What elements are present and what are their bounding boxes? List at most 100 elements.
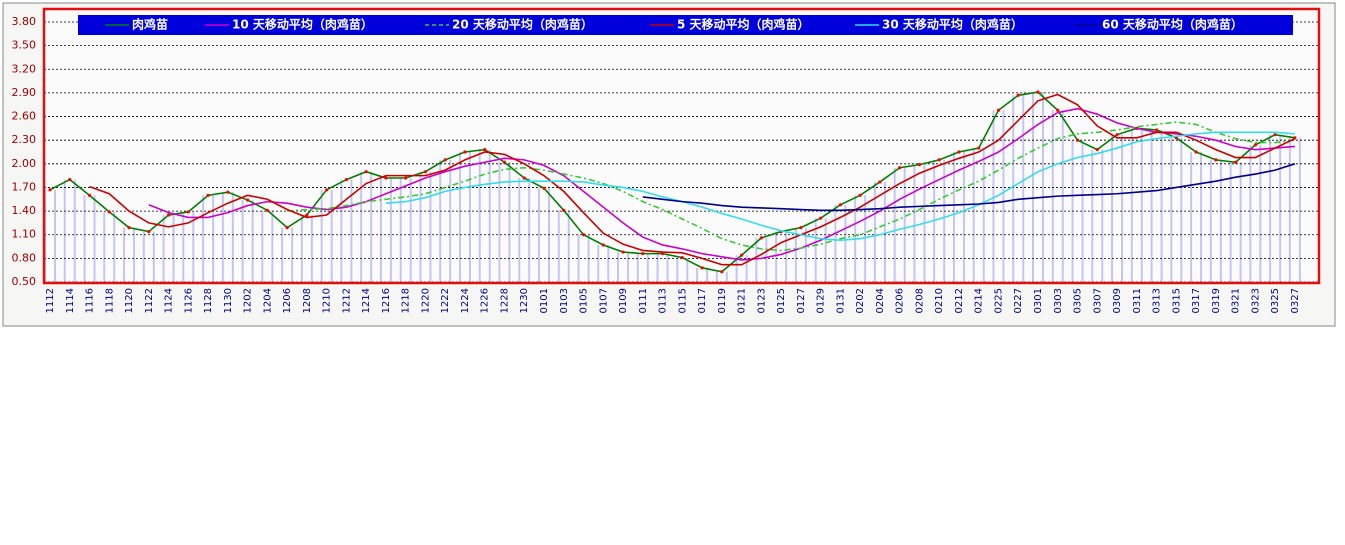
legend-box [78,15,1293,35]
series-line [148,107,1295,261]
price-bar [686,257,689,282]
price-bar [785,231,788,282]
price-bar [1219,159,1222,282]
price-bar [478,149,481,282]
point-marker [404,176,408,180]
price-bar [370,171,373,282]
legend-label: 10 天移动平均（肉鸡苗） [232,17,373,32]
point-marker [799,226,803,230]
point-marker [581,233,586,237]
price-bar [488,149,491,282]
point-marker [917,163,922,167]
price-bar [231,192,234,282]
price-bar [1259,144,1262,282]
price-bar [577,234,580,282]
price-bar [755,237,758,282]
price-bar [844,204,847,282]
price-bar [1279,134,1282,282]
point-marker [957,150,961,154]
x-tick-label: 0204 [875,288,886,313]
price-bar [63,179,66,282]
price-bar [389,178,392,282]
price-bar [1160,129,1163,282]
price-bar [458,152,461,282]
price-bar [1229,162,1232,282]
x-tick-label: 0319 [1211,288,1222,313]
point-marker [423,170,428,174]
price-bar [1091,149,1094,282]
price-bar [1121,134,1124,282]
point-marker [246,198,250,202]
price-bar [1140,128,1143,282]
point-marker [680,255,684,260]
price-bar [903,167,906,282]
price-bar [518,178,521,282]
price-bar [735,255,738,282]
point-marker [1016,93,1020,97]
x-tick-label: 1202 [243,288,254,313]
y-tick-label: 1.70 [12,180,37,193]
price-bar [281,227,284,282]
price-bar [1042,92,1044,282]
point-marker [1115,133,1119,137]
y-tick-label: 1.40 [12,204,37,217]
x-tick-label: 0111 [638,288,649,313]
price-bar [943,159,946,282]
x-tick-label: 1210 [322,288,333,313]
legend-label: 60 天移动平均（肉鸡苗） [1102,17,1243,32]
y-tick-label: 2.30 [12,133,37,146]
x-tick-label: 0212 [954,288,965,313]
y-tick-label: 3.50 [12,39,37,52]
x-tick-label: 0227 [1013,288,1024,313]
x-tick-label: 1208 [302,288,313,313]
point-marker [1056,108,1060,112]
price-bar [419,171,422,282]
series-line [385,131,1295,242]
legend-label: 20 天移动平均（肉鸡苗） [452,17,593,32]
x-tick-label: 0131 [835,288,846,313]
price-bar [291,227,294,282]
x-tick-label: 0105 [579,288,590,313]
x-tick-label: 1224 [460,288,471,313]
price-bar [617,252,620,282]
point-marker [522,176,526,180]
x-tick-label: 1130 [223,288,234,313]
price-bar [1081,140,1084,282]
x-tick-label: 0208 [914,288,925,313]
x-tick-label: 1118 [104,288,115,313]
x-tick-label: 1214 [361,288,372,313]
point-marker [68,177,72,182]
price-bar [864,195,867,282]
price-bar [597,244,600,282]
price-bar [794,227,797,282]
price-bar [142,231,145,282]
x-tick-label: 0103 [559,288,570,313]
point-marker [265,208,269,212]
price-bar [241,200,244,282]
point-marker [344,177,348,182]
price-bar [350,179,353,282]
point-marker [1095,148,1099,152]
x-tick-label: 0101 [539,288,550,313]
point-marker [305,213,309,217]
x-tick-label: 0301 [1033,288,1044,313]
price-bar [557,210,560,282]
x-tick-label: 0210 [934,288,945,313]
y-tick-label: 3.20 [12,62,37,75]
y-tick-label: 2.00 [12,157,37,170]
price-bar [814,218,817,282]
x-tick-label: 0315 [1171,288,1182,313]
point-marker [898,166,902,170]
price-bar [123,227,126,282]
price-bar [1269,134,1272,282]
price-bar [972,148,975,282]
price-bar [627,252,630,282]
x-tick-label: 0119 [717,288,728,313]
point-marker [1253,143,1257,147]
plot-area [44,9,1319,283]
x-tick-label: 1114 [65,288,76,313]
x-tick-label: 0125 [776,288,787,313]
x-tick-label: 1124 [164,288,175,313]
x-tick-label: 0113 [658,288,669,313]
price-bar [468,152,471,282]
